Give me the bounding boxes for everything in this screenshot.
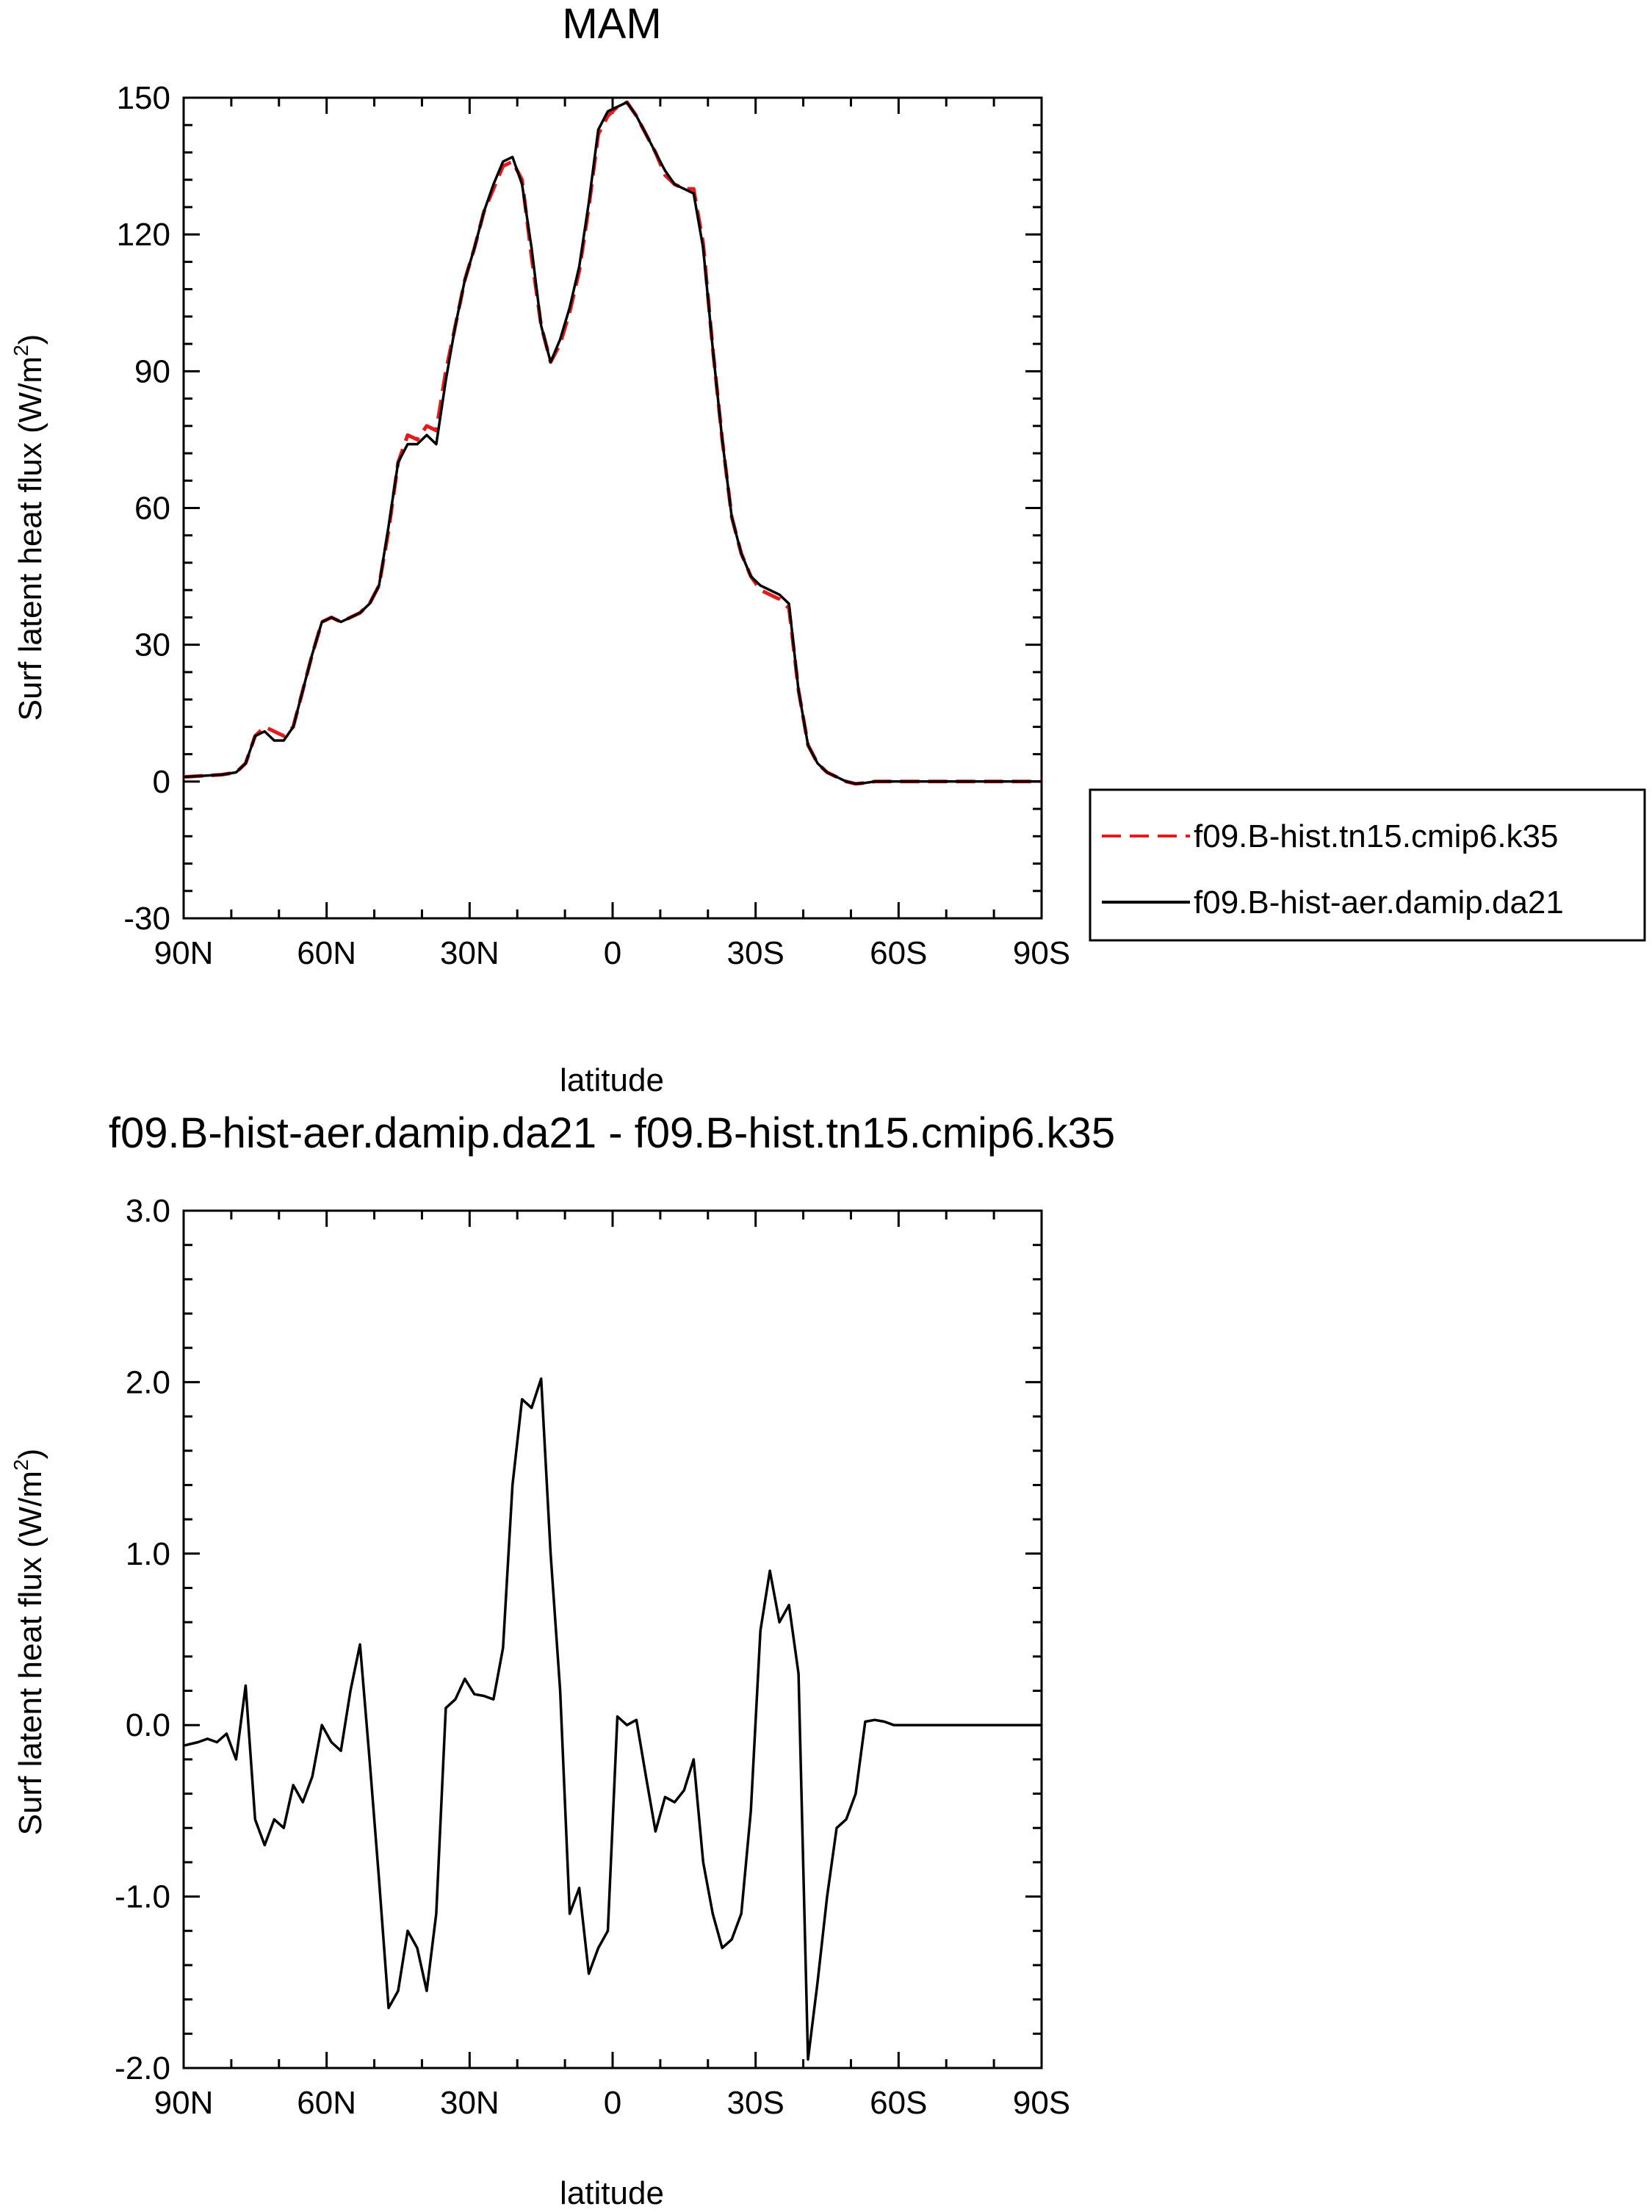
x-tick-label: 90N: [154, 2085, 214, 2121]
x-tick-label: 90S: [1013, 935, 1070, 971]
x-tick-label: 0: [604, 935, 621, 971]
y-tick-label: 30: [134, 627, 170, 663]
y-tick-label: 90: [134, 353, 170, 389]
x-axis-label-bottom: latitude: [560, 2175, 664, 2211]
y-tick-label: 3.0: [126, 1193, 170, 1229]
y-tick-label: 150: [117, 80, 170, 116]
bottom-series-lines: [184, 1377, 1042, 2061]
panel-bottom: f09.B-hist-aer.damip.da21 - f09.B-hist.t…: [10, 1109, 1115, 2211]
legend-label-1: f09.B-hist-aer.damip.da21: [1194, 885, 1564, 921]
x-tick-label: 60S: [870, 2085, 927, 2121]
y-tick-label: -30: [123, 901, 170, 937]
chart-title-bottom: f09.B-hist-aer.damip.da21 - f09.B-hist.t…: [109, 1109, 1115, 1157]
x-tick-label: 60N: [297, 2085, 356, 2121]
top-series-lines: [184, 100, 1042, 786]
series-line-1: [184, 101, 1042, 785]
x-tick-label: 90S: [1013, 2085, 1070, 2121]
legend-label-0: f09.B-hist.tn15.cmip6.k35: [1194, 818, 1558, 854]
series-line-0: [184, 100, 1042, 786]
y-tick-label: -2.0: [115, 2050, 170, 2086]
top-axes: 90N 60N 30N 0 30S 60S 90S -30 0 30 60 90 120 150: [117, 80, 1071, 971]
x-axis-label-top: latitude: [560, 1062, 664, 1098]
y-tick-label: -1.0: [115, 1879, 170, 1915]
x-tick-label: 60N: [297, 935, 356, 971]
y-axis-label-bottom: Surf latent heat flux (W/m2): [10, 1449, 48, 1836]
legend-box: [1089, 788, 1646, 942]
series-line-0: [184, 1377, 1042, 2061]
y-tick-label: 2.0: [126, 1364, 170, 1400]
x-tick-label: 30N: [440, 2085, 499, 2121]
y-tick-label: 0: [153, 764, 170, 800]
y-tick-label: 120: [117, 217, 170, 253]
x-tick-label: 30N: [440, 935, 499, 971]
bottom-axes: 90N 60N 30N 0 30S 60S 90S -2.0 -1.0 0.0 1.0 2.0 3.0: [115, 1193, 1070, 2121]
y-tick-label: 1.0: [126, 1536, 170, 1572]
x-tick-label: 90N: [154, 935, 214, 971]
plot-frame: [182, 1209, 1043, 2069]
legend: f09.B-hist.tn15.cmip6.k35 f09.B-hist-aer…: [1089, 788, 1646, 942]
x-tick-label: 30S: [727, 2085, 784, 2121]
plot-frame: [182, 96, 1043, 920]
x-tick-label: 30S: [727, 935, 784, 971]
x-tick-label: 60S: [870, 935, 927, 971]
x-tick-label: 0: [604, 2085, 621, 2121]
chart-title-top: MAM: [562, 0, 661, 48]
panel-top: MAM 90N 60N 30N 0 30S 60S 90S-300306090120150 …: [10, 0, 1646, 1098]
y-tick-label: 60: [134, 491, 170, 527]
y-axis-label-top: Surf latent heat flux (W/m2): [10, 334, 48, 721]
y-tick-label: 0.0: [126, 1707, 170, 1743]
